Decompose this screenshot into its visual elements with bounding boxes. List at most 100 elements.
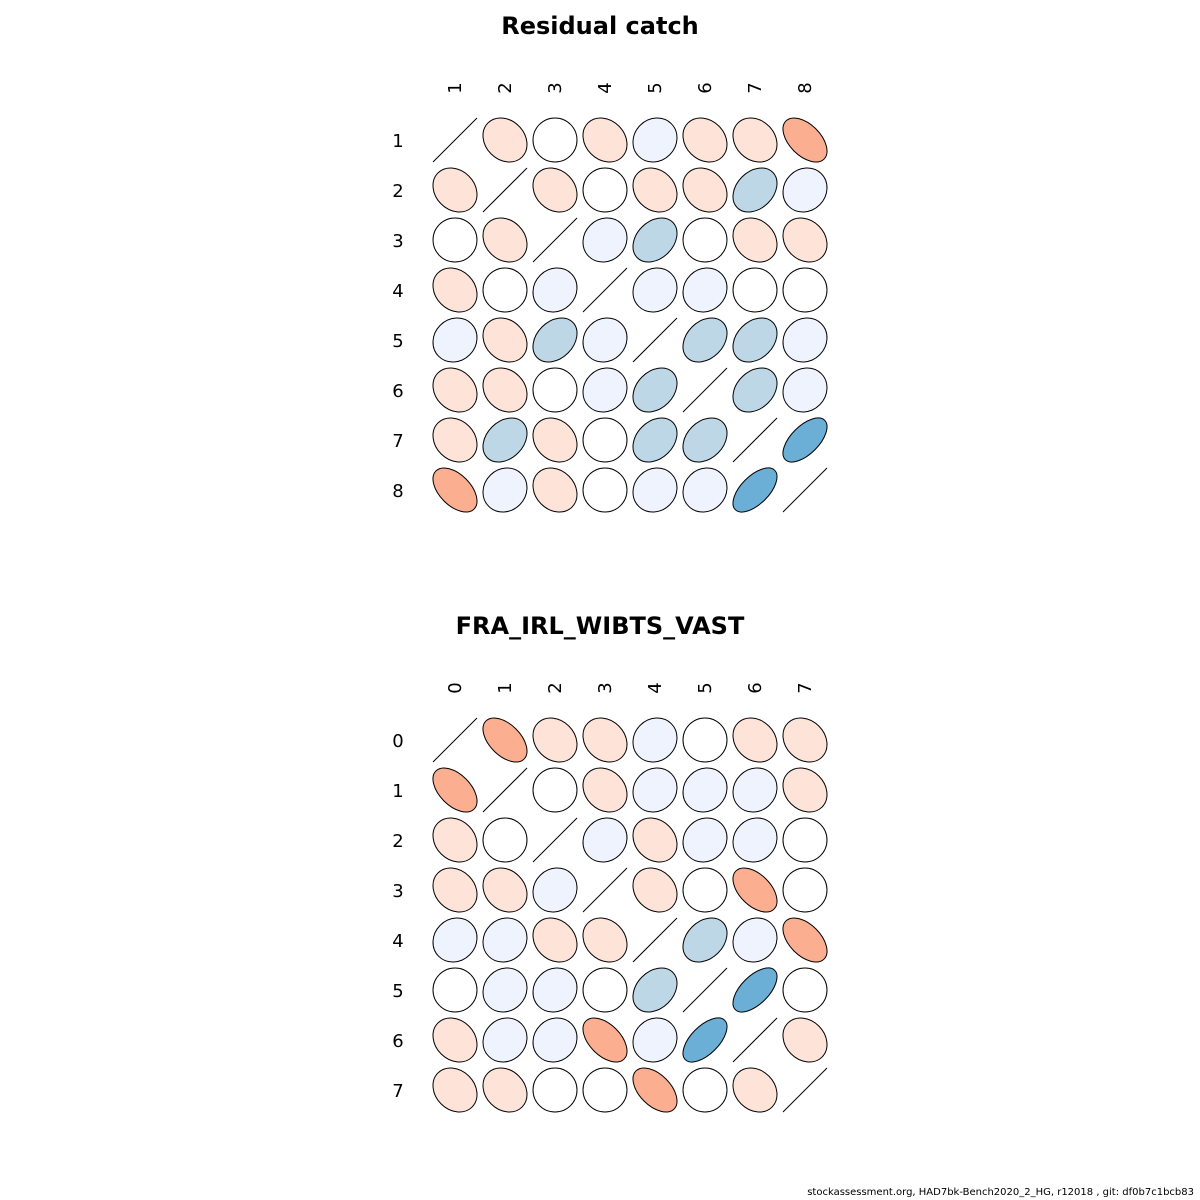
- correlation-matrix-1: FRA_IRL_WIBTS_VAST 0 0 1 1 2 2 3 3 4 4 5 5 6 6 7 7: [392, 612, 828, 1113]
- correlation-ellipse: [532, 1017, 578, 1063]
- correlation-ellipse: [582, 217, 628, 263]
- correlation-ellipse: [432, 217, 478, 263]
- correlation-ellipse: [682, 167, 728, 213]
- column-label: 7: [745, 82, 766, 93]
- correlation-ellipse: [782, 167, 828, 213]
- correlation-ellipse: [632, 867, 678, 913]
- diagonal-cell: [782, 1067, 828, 1113]
- correlation-ellipse: [732, 317, 778, 363]
- correlation-ellipse: [632, 267, 678, 313]
- diagonal-cell: [532, 817, 578, 863]
- correlation-ellipse: [482, 117, 528, 163]
- row-label: 8: [392, 481, 403, 502]
- row-label: 4: [392, 281, 403, 302]
- correlation-ellipse: [632, 367, 678, 413]
- chart-title: Residual catch: [501, 12, 699, 40]
- row-label: 4: [392, 931, 403, 952]
- correlation-ellipse: [432, 917, 478, 963]
- correlation-ellipse: [782, 817, 828, 863]
- column-label: 4: [645, 682, 666, 693]
- diagonal-cell: [432, 117, 478, 163]
- column-label: 2: [545, 682, 566, 693]
- correlation-ellipse: [682, 1067, 728, 1113]
- correlation-ellipse: [682, 1017, 728, 1063]
- correlation-ellipse: [732, 1067, 778, 1113]
- correlation-ellipse: [732, 917, 778, 963]
- column-label: 8: [795, 82, 816, 93]
- correlation-ellipse: [682, 717, 728, 763]
- correlation-ellipse: [582, 1017, 628, 1063]
- correlation-ellipse: [532, 167, 578, 213]
- correlation-ellipse: [532, 467, 578, 513]
- correlation-ellipse: [482, 917, 528, 963]
- row-label: 3: [392, 231, 403, 252]
- correlation-ellipse: [482, 217, 528, 263]
- correlation-ellipse: [782, 367, 828, 413]
- footer-text: stockassessment.org, HAD7bk-Bench2020_2_…: [807, 1187, 1194, 1198]
- correlation-ellipse: [632, 467, 678, 513]
- diagonal-cell: [582, 267, 628, 313]
- diagonal-cell: [632, 317, 678, 363]
- correlation-ellipse: [582, 417, 628, 463]
- correlation-ellipse: [582, 967, 628, 1013]
- diagonal-cell: [682, 967, 728, 1013]
- correlation-ellipse: [732, 717, 778, 763]
- diagonal-cell: [432, 717, 478, 763]
- correlation-ellipse: [532, 317, 578, 363]
- correlation-ellipse: [632, 767, 678, 813]
- row-label: 2: [392, 181, 403, 202]
- correlation-ellipse: [632, 217, 678, 263]
- correlation-ellipse: [782, 967, 828, 1013]
- correlation-ellipse: [432, 367, 478, 413]
- correlation-ellipse: [782, 1017, 828, 1063]
- correlation-ellipse: [682, 467, 728, 513]
- row-label: 6: [392, 381, 403, 402]
- correlation-ellipse: [432, 267, 478, 313]
- correlation-ellipse: [582, 117, 628, 163]
- correlation-ellipse: [782, 767, 828, 813]
- diagonal-cell: [582, 867, 628, 913]
- correlation-ellipse: [682, 317, 728, 363]
- row-label: 5: [392, 331, 403, 352]
- correlation-ellipse: [632, 117, 678, 163]
- correlation-ellipse: [582, 767, 628, 813]
- row-label: 5: [392, 981, 403, 1002]
- diagonal-cell: [482, 167, 528, 213]
- correlation-ellipse: [582, 817, 628, 863]
- correlation-ellipse: [532, 917, 578, 963]
- diagonal-cell: [732, 417, 778, 463]
- correlation-ellipse: [782, 867, 828, 913]
- diagonal-cell: [782, 467, 828, 513]
- correlation-ellipse: [482, 717, 528, 763]
- correlation-ellipse: [582, 917, 628, 963]
- column-label: 3: [595, 682, 616, 693]
- correlation-ellipse: [482, 1017, 528, 1063]
- correlation-ellipse: [732, 217, 778, 263]
- correlation-ellipse: [732, 467, 778, 513]
- correlation-ellipse: [432, 867, 478, 913]
- correlation-ellipse: [582, 317, 628, 363]
- correlation-ellipse: [482, 367, 528, 413]
- correlation-ellipse: [532, 717, 578, 763]
- correlation-ellipse: [532, 267, 578, 313]
- correlation-ellipse: [532, 417, 578, 463]
- correlation-ellipse: [582, 1067, 628, 1113]
- row-label: 1: [392, 781, 403, 802]
- correlation-ellipse: [632, 967, 678, 1013]
- correlation-ellipse: [682, 867, 728, 913]
- correlation-ellipse: [532, 867, 578, 913]
- correlation-ellipse: [482, 867, 528, 913]
- correlation-ellipse: [532, 117, 578, 163]
- correlation-ellipse: [532, 1067, 578, 1113]
- correlation-ellipse: [432, 467, 478, 513]
- correlation-ellipse: [732, 267, 778, 313]
- correlation-ellipse: [732, 967, 778, 1013]
- correlation-ellipse: [782, 917, 828, 963]
- column-label: 6: [745, 682, 766, 693]
- diagonal-cell: [632, 917, 678, 963]
- correlation-ellipse: [532, 367, 578, 413]
- correlation-ellipse: [682, 917, 728, 963]
- row-label: 0: [392, 731, 403, 752]
- correlation-ellipse: [432, 817, 478, 863]
- correlation-ellipse: [682, 217, 728, 263]
